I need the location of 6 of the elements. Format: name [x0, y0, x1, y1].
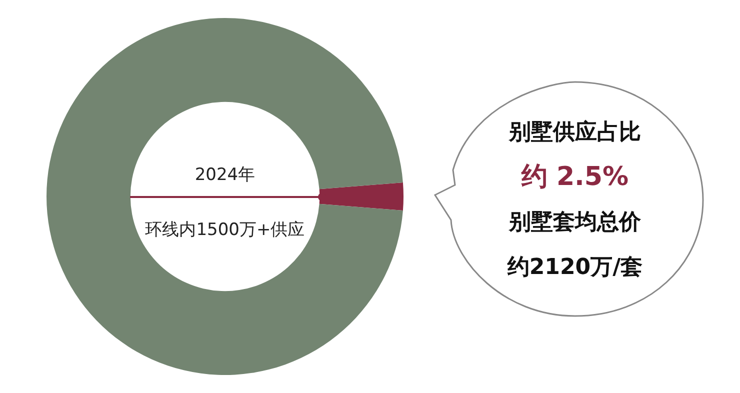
text: 环线内1500万+供应 — [144, 219, 306, 241]
text: 别墅供应占比 — [508, 118, 642, 147]
text: 约 2.5% — [520, 161, 630, 194]
text: 约2120万/套 — [506, 254, 644, 282]
text: 别墅套均总价 — [508, 209, 642, 237]
text: 2024年 — [194, 164, 256, 186]
